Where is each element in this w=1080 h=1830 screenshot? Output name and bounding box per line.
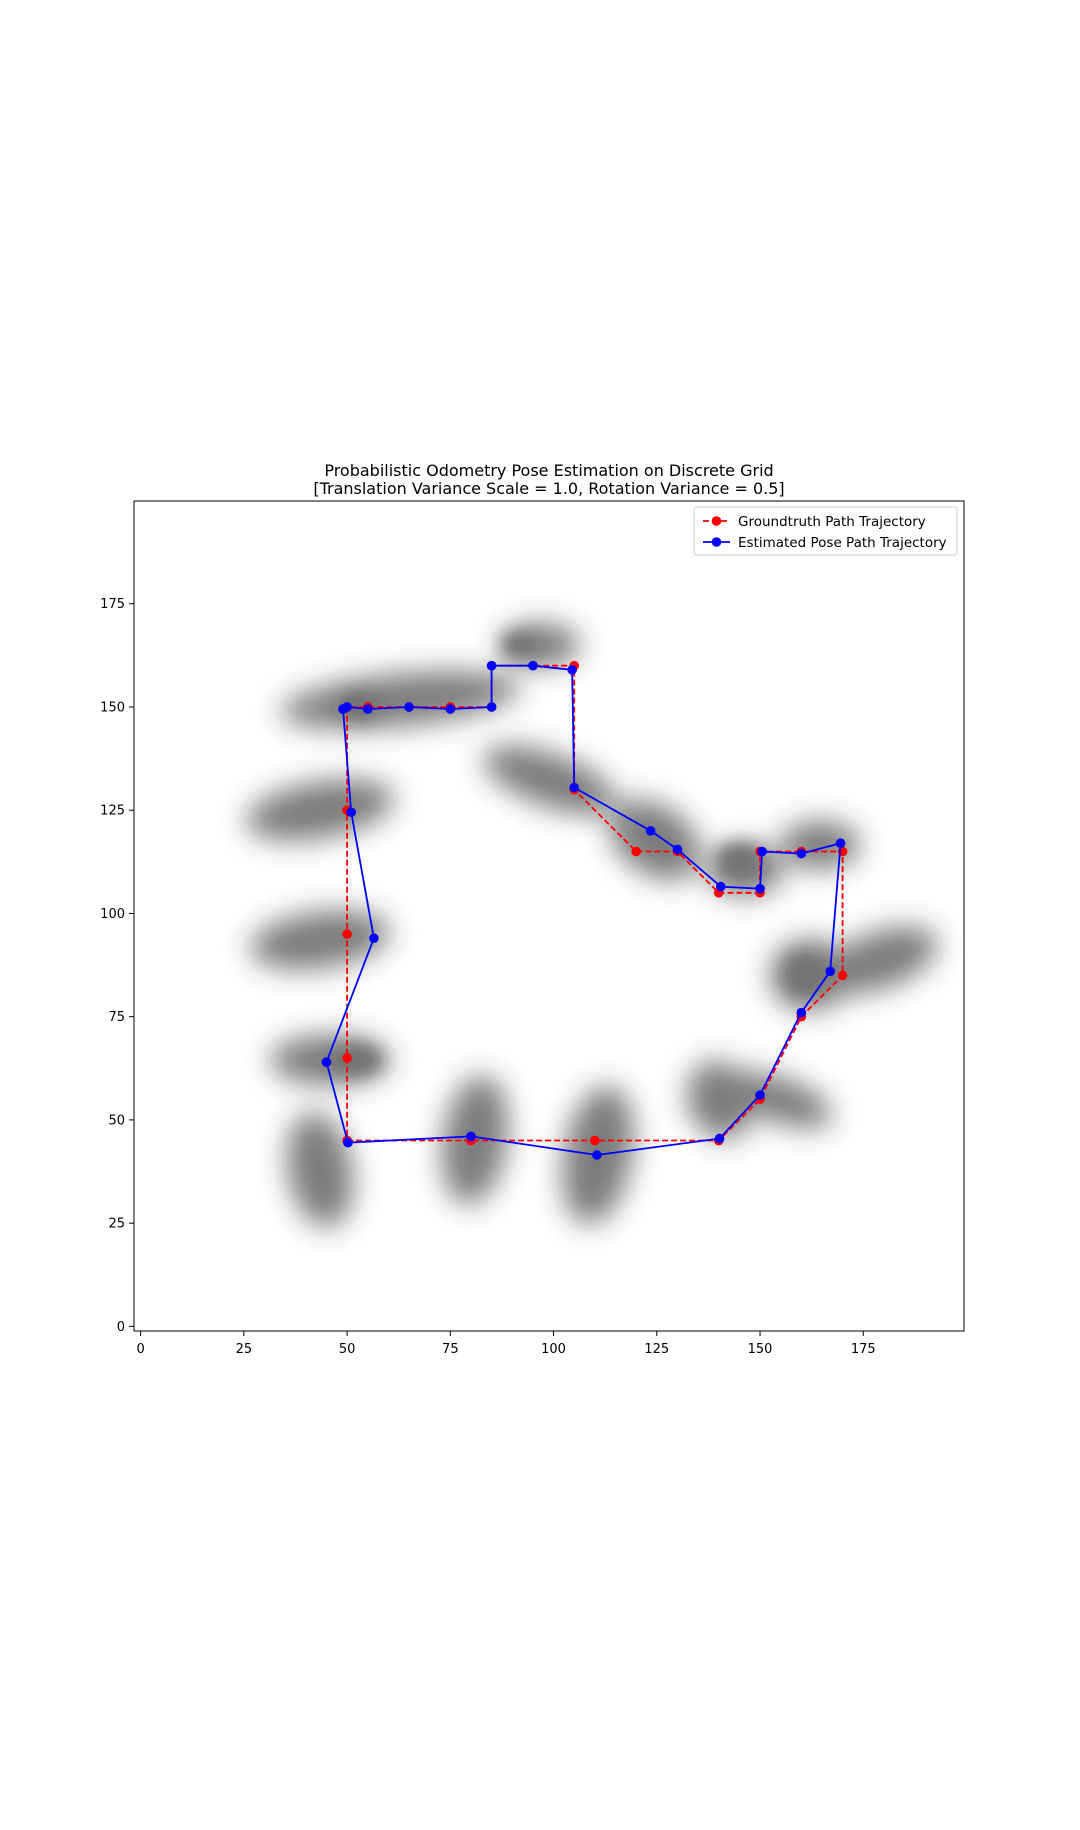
density-blob bbox=[250, 910, 390, 970]
data-point-estimated bbox=[645, 826, 656, 836]
density-core bbox=[718, 844, 762, 876]
density-blob bbox=[822, 926, 938, 994]
data-point-estimated bbox=[592, 1150, 602, 1160]
data-point-estimated bbox=[796, 1007, 807, 1018]
y-tick-label: 125 bbox=[100, 804, 125, 819]
plot-frame bbox=[133, 500, 965, 1332]
legend-label-groundtruth: Groundtruth Path Trajectory bbox=[738, 514, 926, 530]
density-blob bbox=[280, 671, 520, 729]
x-tick-label: 150 bbox=[748, 1342, 773, 1357]
probability-heatmap bbox=[245, 623, 938, 1228]
data-point-estimated bbox=[466, 1131, 476, 1142]
x-tick-label: 75 bbox=[442, 1342, 459, 1357]
data-point-estimated bbox=[321, 1057, 332, 1067]
data-point-estimated bbox=[486, 660, 497, 671]
density-blob bbox=[727, 1072, 833, 1128]
series-estimated bbox=[321, 660, 846, 1160]
data-point-estimated bbox=[369, 933, 379, 944]
density-blob bbox=[286, 1112, 354, 1228]
x-tick-label: 175 bbox=[851, 1342, 876, 1357]
density-blob bbox=[483, 745, 617, 815]
data-point-estimated bbox=[835, 838, 846, 849]
x-tick-label: 25 bbox=[236, 1342, 253, 1357]
chart-title: Probabilistic Odometry Pose Estimation o… bbox=[324, 461, 773, 480]
y-tick-label: 150 bbox=[100, 700, 125, 715]
data-point-estimated bbox=[716, 881, 726, 892]
data-point-estimated bbox=[755, 1090, 765, 1100]
y-tick-label: 25 bbox=[108, 1217, 125, 1232]
legend-box bbox=[693, 506, 958, 556]
legend-marker-groundtruth bbox=[711, 516, 722, 526]
chart-subtitle: [Translation Variance Scale = 1.0, Rotat… bbox=[313, 479, 784, 498]
y-tick-label: 75 bbox=[108, 1010, 125, 1025]
legend: Groundtruth Path Trajectory Estimated Po… bbox=[693, 506, 958, 556]
data-point-estimated bbox=[714, 1133, 725, 1144]
data-point-estimated bbox=[338, 704, 348, 714]
data-point-estimated bbox=[486, 702, 497, 712]
data-point-estimated bbox=[672, 844, 683, 855]
x-tick-label: 0 bbox=[136, 1342, 144, 1357]
data-point-estimated bbox=[346, 807, 357, 818]
data-point-estimated bbox=[796, 848, 807, 859]
data-point-groundtruth bbox=[342, 1053, 352, 1063]
data-point-estimated bbox=[567, 665, 577, 675]
density-blob bbox=[780, 821, 860, 869]
data-point-estimated bbox=[825, 966, 836, 977]
density-core bbox=[329, 1046, 381, 1074]
data-point-estimated bbox=[569, 782, 580, 793]
y-tick-label: 175 bbox=[100, 597, 125, 612]
x-axis: 0 25 50 75 100 125 150 175 bbox=[136, 1331, 876, 1357]
legend-label-estimated: Estimated Pose Path Trajectory bbox=[738, 535, 947, 551]
x-tick-label: 125 bbox=[644, 1342, 669, 1357]
x-tick-label: 50 bbox=[339, 1342, 356, 1357]
data-point-groundtruth bbox=[837, 970, 848, 981]
data-point-groundtruth bbox=[342, 929, 352, 939]
data-point-groundtruth bbox=[590, 1135, 600, 1146]
legend-marker-estimated bbox=[711, 537, 722, 547]
y-axis: 0 25 50 75 100 125 150 175 bbox=[100, 597, 134, 1335]
density-core bbox=[787, 955, 823, 995]
y-tick-label: 0 bbox=[117, 1320, 125, 1335]
density-core bbox=[502, 633, 538, 657]
series-layer bbox=[321, 660, 848, 1160]
data-point-estimated bbox=[343, 1137, 353, 1148]
y-tick-label: 50 bbox=[108, 1113, 125, 1128]
y-tick-label: 100 bbox=[100, 907, 125, 922]
data-point-estimated bbox=[528, 660, 538, 671]
data-point-estimated bbox=[757, 846, 767, 857]
data-point-estimated bbox=[362, 704, 373, 714]
data-point-estimated bbox=[755, 883, 765, 894]
data-point-estimated bbox=[404, 702, 414, 712]
data-point-estimated bbox=[445, 704, 456, 714]
density-blob bbox=[245, 779, 395, 841]
x-tick-label: 100 bbox=[541, 1342, 566, 1357]
data-point-groundtruth bbox=[631, 846, 641, 857]
